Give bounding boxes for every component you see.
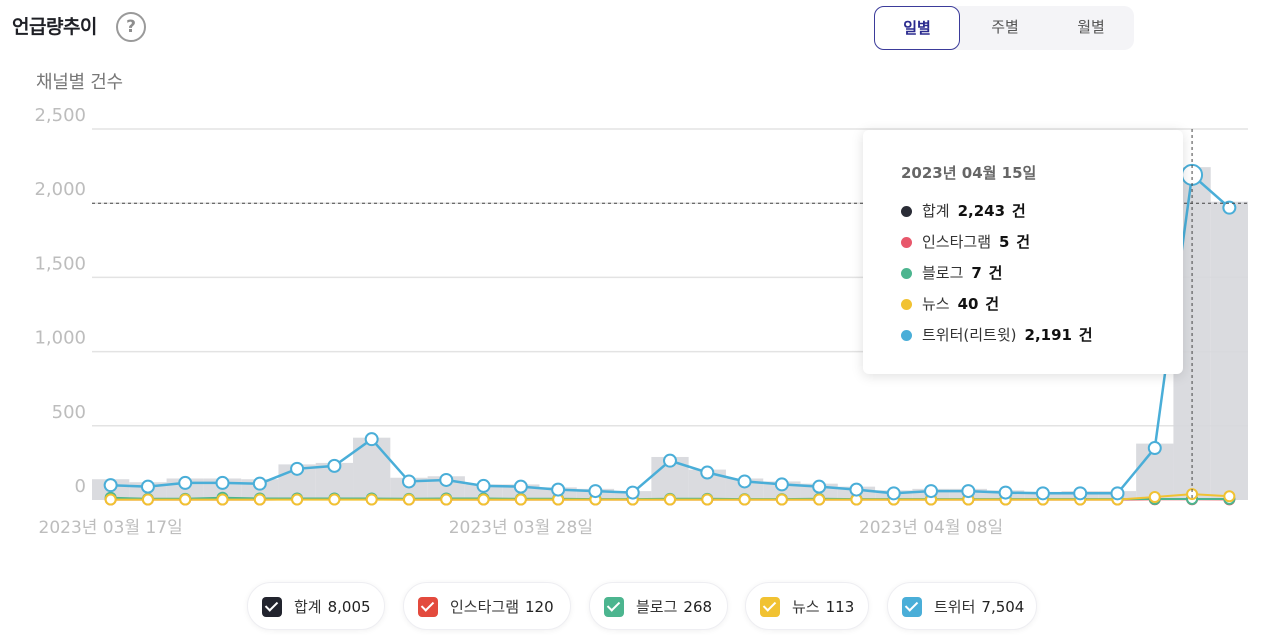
data-point [477, 493, 490, 506]
data-point [1035, 486, 1050, 501]
y-tick-label: 500 [52, 402, 86, 423]
data-point [701, 493, 714, 506]
data-point [290, 461, 305, 476]
y-tick-label: 2,500 [34, 105, 86, 126]
data-point [216, 493, 229, 506]
legend-item-blog[interactable]: 블로그 268 [589, 582, 728, 630]
y-tick-label: 1,500 [34, 253, 86, 274]
y-tick-label: 0 [75, 476, 86, 497]
data-point [886, 486, 901, 501]
data-point [961, 484, 976, 499]
data-point [401, 474, 416, 489]
tooltip-row-news: 뉴스 40 건 [901, 293, 999, 314]
data-point [291, 493, 304, 506]
checkbox-checked-icon [902, 597, 922, 617]
tooltip-row-twitter: 트위터(리트윗) 2,191 건 [901, 324, 1093, 345]
data-point [1073, 486, 1088, 501]
data-point [998, 485, 1013, 500]
period-toggle: 일별 주별 월별 [874, 6, 1134, 50]
data-point [1223, 490, 1236, 503]
help-icon[interactable]: ? [116, 12, 146, 42]
data-point [849, 482, 864, 497]
hover-guides [92, 129, 1248, 500]
hover-tooltip: 2023년 04월 15일 합계 2,243 건 인스타그램 5 건 블로그 7 건 … [863, 130, 1183, 374]
data-point [328, 493, 341, 506]
data-point [365, 493, 378, 506]
data-point [514, 493, 527, 506]
data-point [1148, 491, 1161, 504]
series-dot-icon [901, 237, 912, 248]
data-point [588, 484, 603, 499]
total-bar [1210, 201, 1248, 500]
tab-weekly[interactable]: 주별 [991, 18, 1019, 36]
data-point [1110, 486, 1125, 501]
tooltip-row-blog: 블로그 7 건 [901, 262, 1002, 283]
legend-item-instagram[interactable]: 인스타그램 120 [403, 582, 571, 630]
series-dot-icon [901, 268, 912, 279]
data-point [140, 479, 155, 494]
data-point [813, 493, 826, 506]
checkbox-checked-icon [760, 597, 780, 617]
checkbox-checked-icon [262, 597, 282, 617]
total-bar [725, 478, 764, 500]
data-point [252, 476, 267, 491]
series-dot-icon [901, 299, 912, 310]
tooltip-date: 2023년 04월 15일 [901, 164, 1037, 182]
x-tick-label: 2023년 03월 28일 [449, 518, 593, 538]
data-point [215, 475, 230, 490]
total-bar [390, 477, 428, 500]
data-point [625, 485, 640, 500]
data-point [513, 479, 528, 494]
data-point [364, 432, 379, 447]
data-point [253, 493, 266, 506]
data-point [664, 493, 676, 506]
data-point [700, 465, 715, 480]
legend-item-total[interactable]: 합계 8,005 [247, 582, 385, 630]
x-tick-labels: 2023년 03월 17일 2023년 03월 28일 2023년 04월 08일 [39, 518, 1004, 538]
x-tick-label: 2023년 04월 08일 [859, 518, 1003, 538]
chart-title: 언급량추이 [12, 16, 97, 38]
y-tick-labels: 2,500 2,000 1,500 1,000 500 0 [34, 105, 86, 497]
data-point [812, 479, 827, 494]
data-point [440, 493, 453, 506]
data-point [179, 493, 192, 506]
y-axis-label: 채널별 건수 [36, 72, 123, 93]
data-point [104, 493, 117, 506]
data-point [327, 458, 342, 473]
total-bar [353, 437, 391, 500]
tab-monthly[interactable]: 월별 [1077, 18, 1105, 36]
data-point [774, 477, 789, 492]
data-point [775, 493, 788, 506]
data-point [476, 478, 491, 493]
data-point [1222, 200, 1237, 215]
tooltip-row-instagram: 인스타그램 5 건 [901, 231, 1030, 252]
data-point [439, 472, 454, 487]
data-point [737, 474, 752, 489]
data-point [1147, 441, 1162, 456]
tab-daily[interactable]: 일별 [874, 6, 960, 50]
checkbox-checked-icon [418, 597, 438, 617]
y-tick-label: 2,000 [34, 179, 86, 200]
data-point [402, 493, 415, 506]
legend-item-news[interactable]: 뉴스 113 [745, 582, 869, 630]
x-tick-label: 2023년 03월 17일 [39, 518, 183, 538]
data-point [141, 493, 154, 506]
legend-item-twitter[interactable]: 트위터 7,504 [887, 582, 1037, 630]
data-point [663, 453, 677, 468]
data-point [924, 484, 939, 499]
data-point [103, 478, 118, 493]
data-point [551, 482, 566, 497]
y-tick-label: 1,000 [34, 328, 86, 349]
checkbox-checked-icon [604, 597, 624, 617]
series-dot-icon [901, 330, 912, 341]
tooltip-row-total: 합계 2,243 건 [901, 200, 1026, 221]
data-point [178, 475, 193, 490]
series-dot-icon [901, 206, 912, 217]
data-point [738, 493, 751, 506]
